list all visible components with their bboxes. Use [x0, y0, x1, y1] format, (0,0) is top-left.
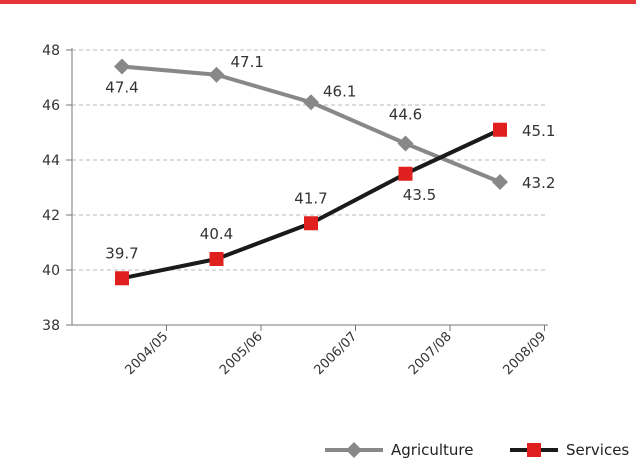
data-point	[114, 59, 130, 75]
legend-label-agriculture: Agriculture	[391, 441, 474, 459]
legend-marker-services	[527, 443, 541, 457]
data-point	[209, 67, 225, 83]
data-label: 41.7	[294, 189, 327, 207]
data-label: 39.7	[105, 244, 138, 262]
data-label: 47.1	[231, 53, 264, 71]
data-label: 40.4	[200, 225, 233, 243]
data-point	[304, 216, 318, 230]
data-point	[398, 136, 414, 152]
data-point	[210, 252, 224, 266]
data-label: 44.6	[389, 106, 422, 124]
data-point	[492, 174, 508, 190]
x-category-label: 2008/09	[501, 329, 550, 378]
data-label: 43.5	[403, 186, 436, 204]
y-tick-label: 42	[42, 208, 60, 224]
y-tick-label: 44	[42, 153, 60, 169]
data-point	[303, 94, 319, 110]
data-point	[115, 271, 129, 285]
x-category-label: 2004/05	[123, 329, 172, 378]
data-point	[493, 123, 507, 137]
x-category-label: 2005/06	[217, 329, 266, 378]
legend-label-services: Services	[566, 441, 629, 459]
data-label: 43.2	[522, 174, 555, 192]
data-label: 47.4	[105, 79, 138, 97]
y-tick-label: 40	[42, 263, 60, 279]
y-tick-label: 46	[42, 98, 60, 114]
data-point	[399, 167, 413, 181]
x-category-label: 2007/08	[406, 329, 455, 378]
legend-marker-agriculture	[346, 442, 362, 458]
y-tick-label: 48	[42, 43, 60, 59]
data-label: 46.1	[323, 82, 356, 100]
data-label: 45.1	[522, 122, 555, 140]
x-category-label: 2006/07	[312, 329, 361, 378]
y-tick-label: 38	[42, 318, 60, 334]
series-line-agriculture	[122, 67, 500, 183]
